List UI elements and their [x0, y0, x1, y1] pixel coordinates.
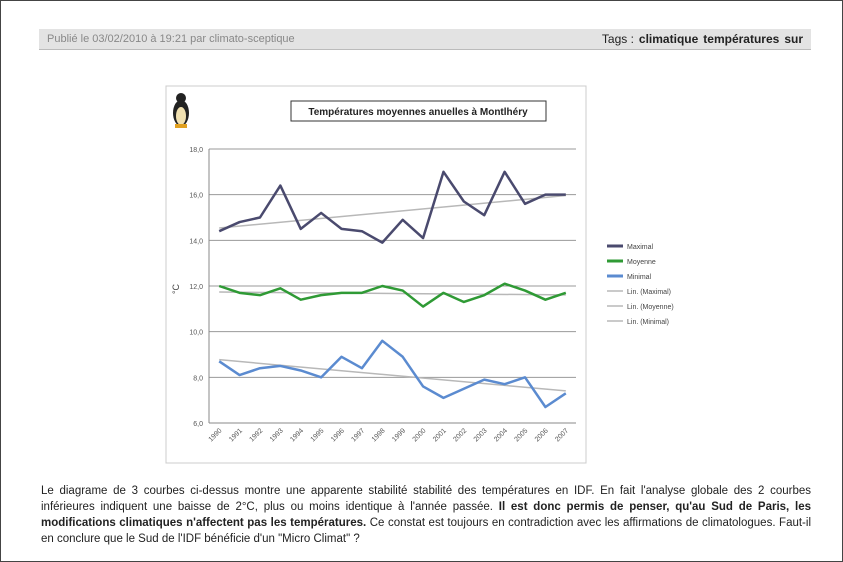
- trend-line: [219, 194, 566, 229]
- legend-label: Maximal: [627, 244, 654, 251]
- legend-label: Minimal: [627, 274, 652, 281]
- series-line: [218, 339, 567, 409]
- post-header: Publié le 03/02/2010 à 19:21 par climato…: [39, 29, 811, 50]
- trend-line: [219, 358, 566, 392]
- trend-line: [219, 291, 566, 296]
- chart-title: Températures moyennes anuelles à Montlhé…: [308, 107, 528, 118]
- chart-border: [165, 85, 587, 464]
- legend-label: Lin. (Minimal): [627, 319, 669, 326]
- y-tick-label: 6,0: [193, 421, 203, 428]
- legend-label: Lin. (Moyenne): [627, 304, 674, 311]
- bold-text: Il est donc permis de penser, qu'au Sud …: [41, 501, 811, 529]
- series-line: [218, 170, 566, 244]
- series-line: [218, 282, 567, 308]
- post-text: Le diagrame de 3 courbes ci-dessus montr…: [41, 483, 811, 547]
- title-box: [290, 100, 547, 122]
- tags-label: Tags :: [601, 32, 634, 46]
- y-tick-label: 16,0: [189, 193, 203, 200]
- y-tick-label: 14,0: [189, 238, 203, 245]
- tag[interactable]: sur: [784, 32, 803, 46]
- y-tick-label: 12,0: [189, 284, 203, 291]
- text: Le diagrame de 3 courbes ci-dessus montr…: [41, 485, 811, 513]
- y-tick-label: 10,0: [189, 330, 203, 337]
- penguin-icon: [173, 93, 189, 128]
- y-tick-label: 18,0: [189, 147, 203, 154]
- chart-image: Températures moyennes anuelles à Montlhé…: [165, 85, 674, 464]
- legend-label: Moyenne: [627, 259, 656, 266]
- tag[interactable]: climatique: [638, 32, 699, 46]
- tags: Tags : climatique températures sur: [602, 32, 803, 46]
- legend-label: Lin. (Maximal): [627, 289, 671, 296]
- tag[interactable]: températures: [703, 32, 780, 46]
- text: Ce constat est toujours en contradiction…: [41, 517, 811, 545]
- y-axis-label: °C: [171, 283, 181, 294]
- y-tick-label: 8,0: [193, 375, 203, 382]
- post-meta: Publié le 03/02/2010 à 19:21 par climato…: [47, 33, 295, 45]
